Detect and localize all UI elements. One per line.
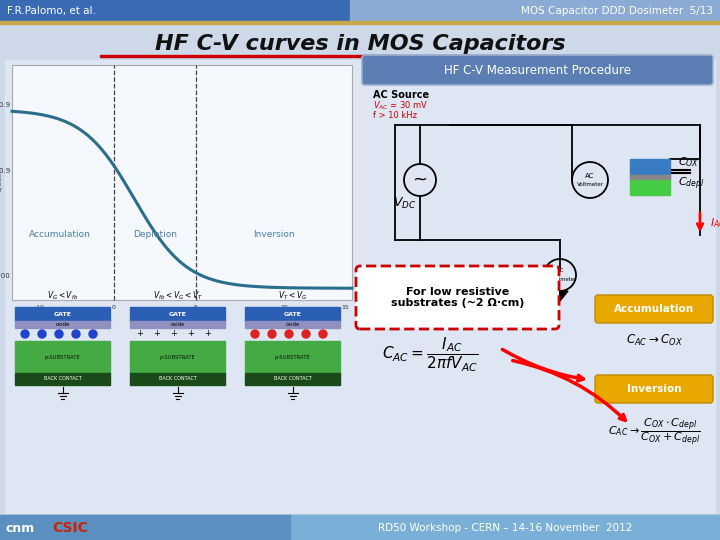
Text: 5: 5 xyxy=(194,305,197,310)
Text: Inversion: Inversion xyxy=(253,230,294,239)
Text: +: + xyxy=(188,329,194,339)
Text: $I_{AC}$: $I_{AC}$ xyxy=(710,216,720,230)
Text: +: + xyxy=(153,329,161,339)
Text: Inversion: Inversion xyxy=(626,384,681,394)
Text: p-SUBSTRATE: p-SUBSTRATE xyxy=(45,354,81,360)
Circle shape xyxy=(72,330,80,338)
Text: $C_{AC} \rightarrow \dfrac{C_{OX} \cdot C_{depl}}{C_{OX} + C_{depl}}$: $C_{AC} \rightarrow \dfrac{C_{OX} \cdot … xyxy=(608,416,701,448)
Text: Accumulation: Accumulation xyxy=(614,304,694,314)
Circle shape xyxy=(21,330,29,338)
Bar xyxy=(245,341,340,373)
FancyBboxPatch shape xyxy=(362,55,713,85)
Text: BACK CONTACT: BACK CONTACT xyxy=(158,376,197,381)
Text: CSIC: CSIC xyxy=(52,521,88,535)
Text: cnm: cnm xyxy=(5,522,35,535)
Circle shape xyxy=(38,330,46,338)
Bar xyxy=(630,175,670,179)
Circle shape xyxy=(268,330,276,338)
Text: Amperimeter: Amperimeter xyxy=(542,276,577,281)
Text: $V_T < V_G$: $V_T < V_G$ xyxy=(278,289,307,302)
Bar xyxy=(15,321,110,328)
Text: 120.9: 120.9 xyxy=(0,102,10,108)
Text: +: + xyxy=(137,329,143,339)
FancyBboxPatch shape xyxy=(595,295,713,323)
Text: $V_G < V_{fb}$: $V_G < V_{fb}$ xyxy=(47,289,78,302)
Circle shape xyxy=(251,330,259,338)
Text: oxide: oxide xyxy=(55,322,70,327)
Text: p-SUBSTRATE: p-SUBSTRATE xyxy=(274,354,310,360)
Bar xyxy=(0,515,290,540)
Bar xyxy=(15,341,110,373)
Text: +: + xyxy=(171,329,177,339)
Text: Depletion: Depletion xyxy=(132,230,177,239)
Text: AC: AC xyxy=(556,268,564,273)
Bar xyxy=(130,307,225,321)
Text: AC: AC xyxy=(585,173,595,179)
Bar xyxy=(130,341,225,373)
Text: +: + xyxy=(204,329,212,339)
Text: F.R.Palomo, et al.: F.R.Palomo, et al. xyxy=(7,6,96,16)
Text: 0: 0 xyxy=(112,305,116,310)
Bar xyxy=(130,373,225,385)
Text: $C_{AC} = \dfrac{I_{AC}}{2\pi f V_{AC}}$: $C_{AC} = \dfrac{I_{AC}}{2\pi f V_{AC}}$ xyxy=(382,336,478,374)
Text: Voltmeter: Voltmeter xyxy=(577,181,603,186)
Text: 100.9: 100.9 xyxy=(0,168,10,174)
Bar xyxy=(290,515,720,540)
Text: $V_{fb} < V_G < V_T$: $V_{fb} < V_G < V_T$ xyxy=(153,289,202,302)
Text: 1.00: 1.00 xyxy=(0,273,10,280)
Polygon shape xyxy=(552,291,568,301)
Text: For low resistive
substrates (~2 Ω·cm): For low resistive substrates (~2 Ω·cm) xyxy=(391,287,524,308)
Text: AC Source: AC Source xyxy=(373,90,429,100)
Text: $C_{OX}$: $C_{OX}$ xyxy=(678,155,699,169)
Circle shape xyxy=(89,330,97,338)
Bar xyxy=(15,307,110,321)
Bar xyxy=(0,21,720,24)
Text: oxide: oxide xyxy=(285,322,300,327)
Text: $C_{depl}$: $C_{depl}$ xyxy=(678,176,705,192)
Text: $V_{AC}$ = 30 mV: $V_{AC}$ = 30 mV xyxy=(373,100,428,112)
Circle shape xyxy=(55,330,63,338)
Bar xyxy=(100,55,620,57)
Text: -10: -10 xyxy=(35,305,44,310)
Bar xyxy=(130,321,225,328)
Text: C/Cox: C/Cox xyxy=(0,172,3,192)
Bar xyxy=(5,60,715,513)
Bar xyxy=(0,515,720,540)
Text: 15: 15 xyxy=(341,305,349,310)
Text: $C_{AC} \rightarrow C_{OX}$: $C_{AC} \rightarrow C_{OX}$ xyxy=(626,333,683,348)
Text: MOS Capacitor DDD Dosimeter  5/13: MOS Capacitor DDD Dosimeter 5/13 xyxy=(521,6,713,16)
Text: oxide: oxide xyxy=(171,322,184,327)
Text: 10: 10 xyxy=(280,305,288,310)
Circle shape xyxy=(285,330,293,338)
Circle shape xyxy=(319,330,327,338)
Bar xyxy=(0,0,350,21)
Text: Accumulation: Accumulation xyxy=(29,230,91,239)
Bar xyxy=(630,179,670,195)
Text: p-SUBSTRATE: p-SUBSTRATE xyxy=(160,354,195,360)
Text: BACK CONTACT: BACK CONTACT xyxy=(274,376,312,381)
Text: HF C-V curves in MOS Capacitors: HF C-V curves in MOS Capacitors xyxy=(155,34,565,54)
Bar xyxy=(350,0,720,21)
Bar xyxy=(245,307,340,321)
Text: GATE: GATE xyxy=(53,312,71,316)
Bar xyxy=(630,159,670,177)
Text: $V_{DC}$: $V_{DC}$ xyxy=(393,195,417,211)
Bar xyxy=(245,321,340,328)
Text: GATE: GATE xyxy=(284,312,302,316)
Text: f > 10 kHz: f > 10 kHz xyxy=(373,111,417,120)
Text: HF C-V Measurement Procedure: HF C-V Measurement Procedure xyxy=(444,64,631,77)
Text: BACK CONTACT: BACK CONTACT xyxy=(44,376,81,381)
Text: RD50 Workshop - CERN – 14-16 November  2012: RD50 Workshop - CERN – 14-16 November 20… xyxy=(378,523,632,533)
Bar xyxy=(15,373,110,385)
Text: GATE: GATE xyxy=(168,312,186,316)
Text: ~: ~ xyxy=(413,171,428,189)
Circle shape xyxy=(302,330,310,338)
Bar xyxy=(12,65,352,300)
FancyBboxPatch shape xyxy=(595,375,713,403)
Bar xyxy=(245,373,340,385)
FancyBboxPatch shape xyxy=(356,266,559,329)
